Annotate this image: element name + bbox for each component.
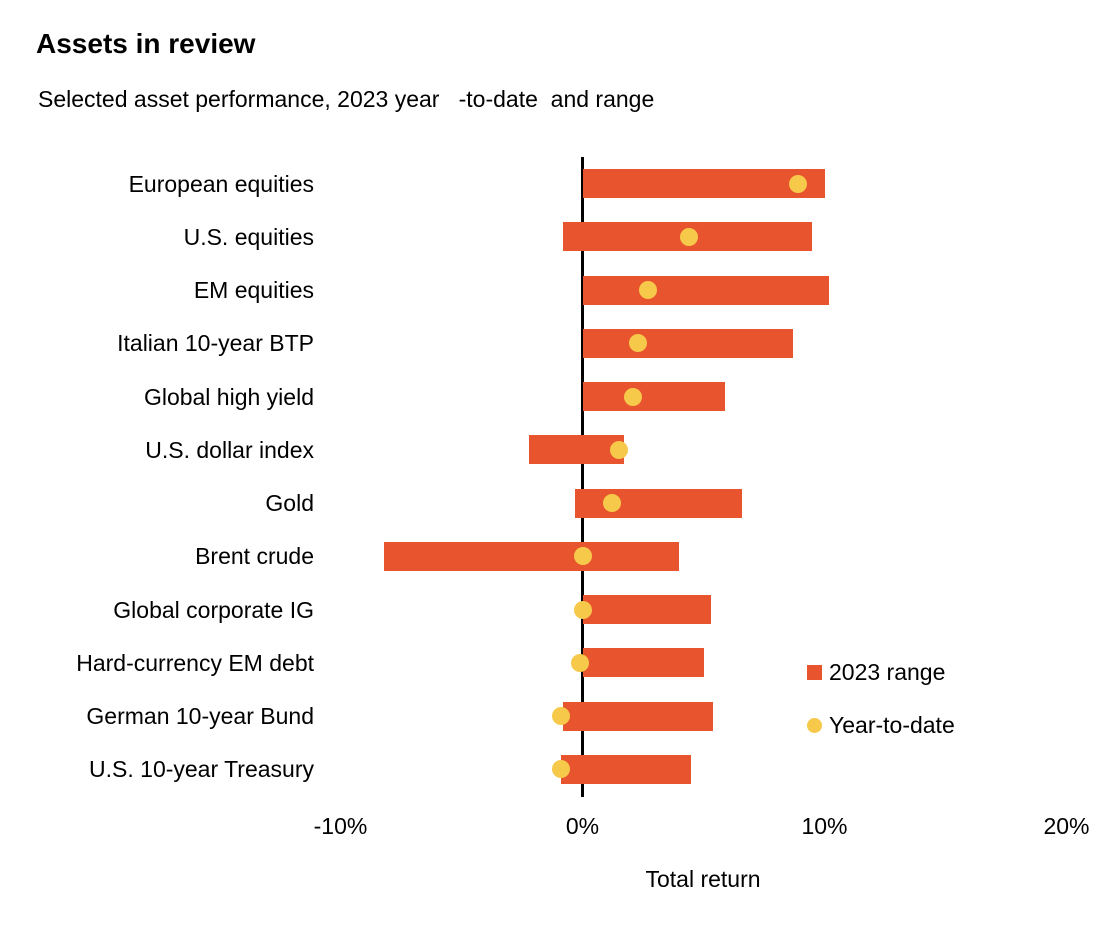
legend-ytd-label: Year-to-date [829,712,955,738]
x-tick-label: 20% [1043,813,1090,839]
ytd-dot [624,387,643,406]
zero-axis-line [581,157,584,797]
ytd-dot [788,174,807,193]
asset-row-label: Global corporate IG [113,596,314,623]
ytd-dot [551,760,570,779]
asset-row-label: European equities [128,170,314,197]
x-axis-title: Total return [645,866,761,892]
x-tick-label: -10% [313,813,368,839]
ytd-dot [551,707,570,725]
asset-row-label: Global high yield [143,383,314,410]
range-bar [384,541,680,571]
range-bar [575,488,743,518]
legend-range-label: 2023 range [829,659,946,685]
asset-row-label: EM equities [193,277,314,303]
x-tick-label: 0% [565,813,600,839]
asset-row-label: Gold [265,490,314,516]
legend-item-range: 2023 range [807,657,955,687]
range-bar [582,275,830,305]
asset-row-label: German 10-year Bund [86,703,314,729]
ytd-dot [571,653,590,672]
legend-item-ytd: Year-to-date [807,710,955,740]
range-bar [582,169,825,198]
asset-row-label: U.S. equities [183,223,314,250]
range-bar [582,328,794,358]
ytd-dot [609,440,628,459]
range-bar [582,382,726,411]
asset-row-label: U.S. 10-year Treasury [89,756,314,783]
ytd-dot [638,281,657,299]
range-bar [560,754,692,784]
ytd-swatch-icon [807,717,822,733]
asset-row-label: Hard-currency EM debt [76,649,314,676]
ytd-dot [573,547,592,566]
legend: 2023 range Year-to-date [807,657,955,740]
range-bar [529,435,624,465]
range-swatch-icon [807,664,822,680]
range-bar [563,701,714,731]
ytd-dot [629,334,648,353]
ytd-dot [573,600,592,619]
ytd-dot [679,227,698,246]
ytd-dot [602,494,621,512]
asset-row-label: U.S. dollar index [145,436,314,463]
range-bar [582,648,704,678]
x-tick-label: 10% [801,813,848,839]
asset-row-label: Brent crude [195,543,314,570]
chart-title: Assets in review [36,28,256,59]
chart-subtitle: Selected asset performance, 2023 year -t… [38,86,655,112]
asset-row-label: Italian 10-year BTP [117,330,314,357]
range-bar [582,595,711,624]
